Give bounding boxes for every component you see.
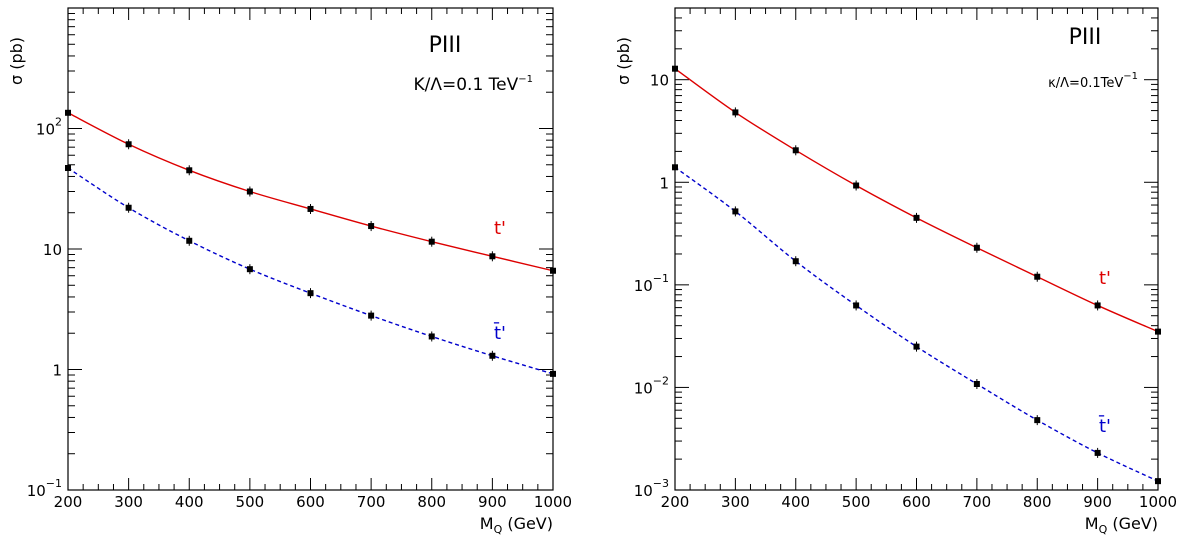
x-tick-label: 700 [357,493,386,511]
y-tick-label: 10−2 [634,374,669,397]
series-label: t̄' [1098,415,1111,437]
x-axis-title: MQ (GeV) [480,514,553,536]
x-tick-label: 500 [236,493,265,511]
x-tick-label: 900 [478,493,507,511]
x-tick-label: 900 [1083,493,1112,511]
y-tick-label: 10−1 [27,477,62,500]
series-label: t' [494,218,506,239]
coupling-annotation: K/Λ=0.1 TeV−1 [413,74,533,95]
x-tick-label: 600 [296,493,325,511]
x-axis-title: MQ (GeV) [1085,514,1158,536]
x-tick-label: 400 [175,493,204,511]
y-tick-label: 10−1 [634,272,669,295]
plot-panel-1: 200 300 400 500 600 700 800 900 1000 10−1 1 10 102 σ … [7,7,572,536]
series-label: t̄' [493,322,506,344]
series-label: t' [1099,268,1111,289]
x-tick-label: 500 [842,493,871,511]
x-tick-label: 200 [54,493,83,511]
x-tick-label: 400 [781,493,810,511]
x-tick-label: 700 [963,493,992,511]
series-line [67,112,554,272]
x-tick-label: 1000 [1139,493,1177,511]
series-t-prime: t' [65,107,556,276]
panel-title: PIII [1069,25,1102,50]
x-tick-label: 300 [114,493,143,511]
series-t-prime-bar: t̄' [65,163,556,379]
series-t-prime: t' [672,63,1161,337]
series-line [674,68,1159,333]
x-tick-label: 600 [902,493,931,511]
x-tick-label: 800 [1023,493,1052,511]
y-tick-label: 10 [43,241,62,259]
panel-title: PIII [429,33,462,58]
y-axis-title: σ (pb) [614,37,633,85]
series-line [67,167,554,375]
series-t-prime-bar: t̄' [672,162,1161,487]
x-tick-label: 800 [417,493,446,511]
y-axis-title: σ (pb) [7,37,26,85]
coupling-annotation: κ/Λ=0.1TeV−1 [1048,71,1138,91]
y-tick-label: 1 [659,174,669,192]
series-line [674,166,1159,482]
y-tick-label: 10 [650,72,669,90]
x-tick-label: 200 [661,493,690,511]
x-tick-label: 1000 [534,493,572,511]
y-tick-label: 10−3 [634,477,669,500]
plot-panel-2: 200 300 400 500 600 700 800 900 1000 10−3 10−2 10−1… [614,7,1177,536]
y-tick-label: 102 [36,116,62,139]
y-tick-label: 1 [52,362,62,380]
x-tick-label: 300 [721,493,750,511]
